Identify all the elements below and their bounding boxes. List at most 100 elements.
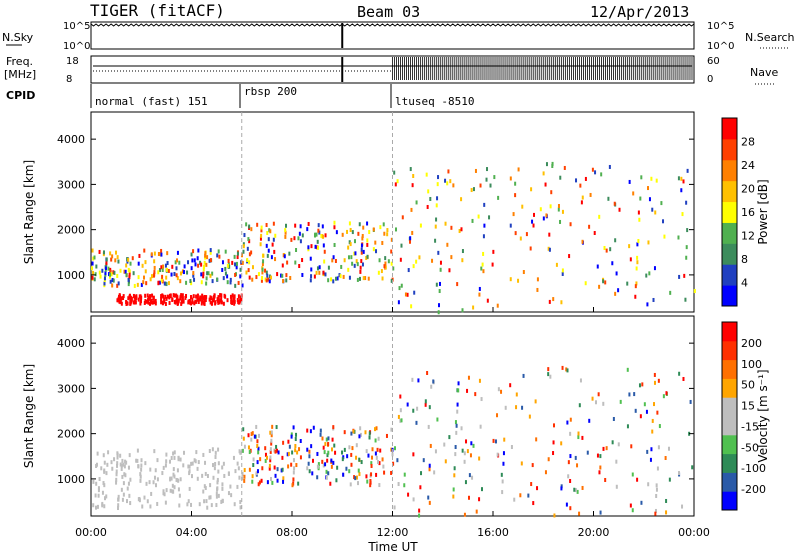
data-cell [201, 299, 204, 304]
data-cell [198, 502, 201, 507]
data-cell [294, 223, 297, 228]
nave-tick-top: 60 [707, 56, 720, 67]
data-cell [211, 447, 214, 452]
data-cell [119, 298, 122, 303]
data-cell [386, 228, 389, 233]
data-cell [206, 474, 209, 479]
data-cell [128, 453, 131, 458]
data-cell [452, 494, 455, 499]
data-cell [150, 491, 153, 496]
data-cell [156, 458, 159, 463]
data-cell [643, 402, 646, 407]
data-cell [478, 378, 481, 383]
colorbar-tick-label: 28 [741, 136, 755, 149]
data-cell [187, 464, 190, 469]
data-cell [429, 443, 432, 448]
data-cell [309, 429, 312, 434]
data-cell [444, 459, 447, 464]
data-cell [651, 207, 654, 212]
data-cell [174, 293, 177, 298]
data-cell [197, 263, 200, 268]
data-cell [187, 260, 190, 265]
data-cell [128, 272, 131, 277]
data-cell [204, 297, 207, 302]
data-cell [655, 493, 658, 498]
data-cell [281, 455, 284, 460]
data-cell [283, 254, 286, 259]
data-cell [172, 472, 175, 477]
data-cell [149, 504, 152, 509]
data-cell [395, 227, 398, 232]
data-cell [667, 446, 670, 451]
data-cell [384, 261, 387, 266]
data-cell [115, 472, 118, 477]
data-cell [653, 380, 656, 385]
data-cell [368, 431, 371, 436]
data-cell [120, 463, 123, 468]
data-cell [185, 280, 188, 285]
data-cell [274, 233, 277, 238]
data-cell [603, 245, 606, 250]
data-cell [216, 477, 219, 482]
data-cell [186, 502, 189, 507]
data-cell [287, 464, 290, 469]
data-cell [561, 268, 564, 273]
data-cell [115, 480, 118, 485]
data-cell [542, 216, 545, 221]
data-cell [214, 450, 217, 455]
data-cell [431, 258, 434, 263]
data-cell [120, 487, 123, 492]
data-cell [229, 280, 232, 285]
data-cell [407, 268, 410, 273]
data-cell [468, 473, 471, 478]
data-cell [200, 295, 203, 300]
data-cell [154, 298, 157, 303]
data-cell [180, 293, 183, 298]
data-cell [391, 452, 394, 457]
data-cell [203, 260, 206, 265]
data-cell [162, 489, 165, 494]
data-cell [549, 374, 552, 379]
data-cell [179, 457, 182, 462]
data-cell [103, 496, 106, 501]
sky-tick-top: 10^5 [63, 21, 90, 32]
power-panel: 1000 2000 3000 4000 Slant Range [km] 28 24 20… [22, 111, 770, 315]
data-cell [503, 437, 506, 442]
data-cell [312, 425, 315, 430]
data-cell [576, 489, 579, 494]
data-cell [293, 236, 296, 241]
data-cell [188, 486, 191, 491]
data-cell [450, 225, 453, 230]
data-cell [208, 495, 211, 500]
data-cell [117, 497, 120, 502]
data-cell [281, 273, 284, 278]
data-cell [566, 420, 569, 425]
data-cell [93, 255, 96, 260]
data-cell [141, 263, 144, 268]
data-cell [190, 474, 193, 479]
data-cell [265, 223, 268, 228]
data-cell [215, 491, 218, 496]
data-cell [291, 483, 294, 488]
data-cell [103, 281, 106, 286]
data-cell [559, 219, 562, 224]
data-cell [426, 370, 429, 375]
data-cell [433, 470, 436, 475]
data-cell [471, 218, 474, 223]
data-cell [169, 488, 172, 493]
data-cell [415, 420, 418, 425]
data-cell [377, 270, 380, 275]
data-cell [651, 429, 654, 434]
data-cell [195, 450, 198, 455]
data-cell [181, 296, 184, 301]
data-cell [248, 467, 251, 472]
data-cell [634, 284, 637, 289]
data-cell [681, 212, 684, 217]
data-cell [154, 301, 157, 306]
data-cell [242, 249, 245, 254]
data-cell [628, 179, 631, 184]
data-cell [206, 505, 209, 510]
data-cell [323, 249, 326, 254]
data-cell [189, 300, 192, 305]
data-cell [605, 248, 608, 253]
